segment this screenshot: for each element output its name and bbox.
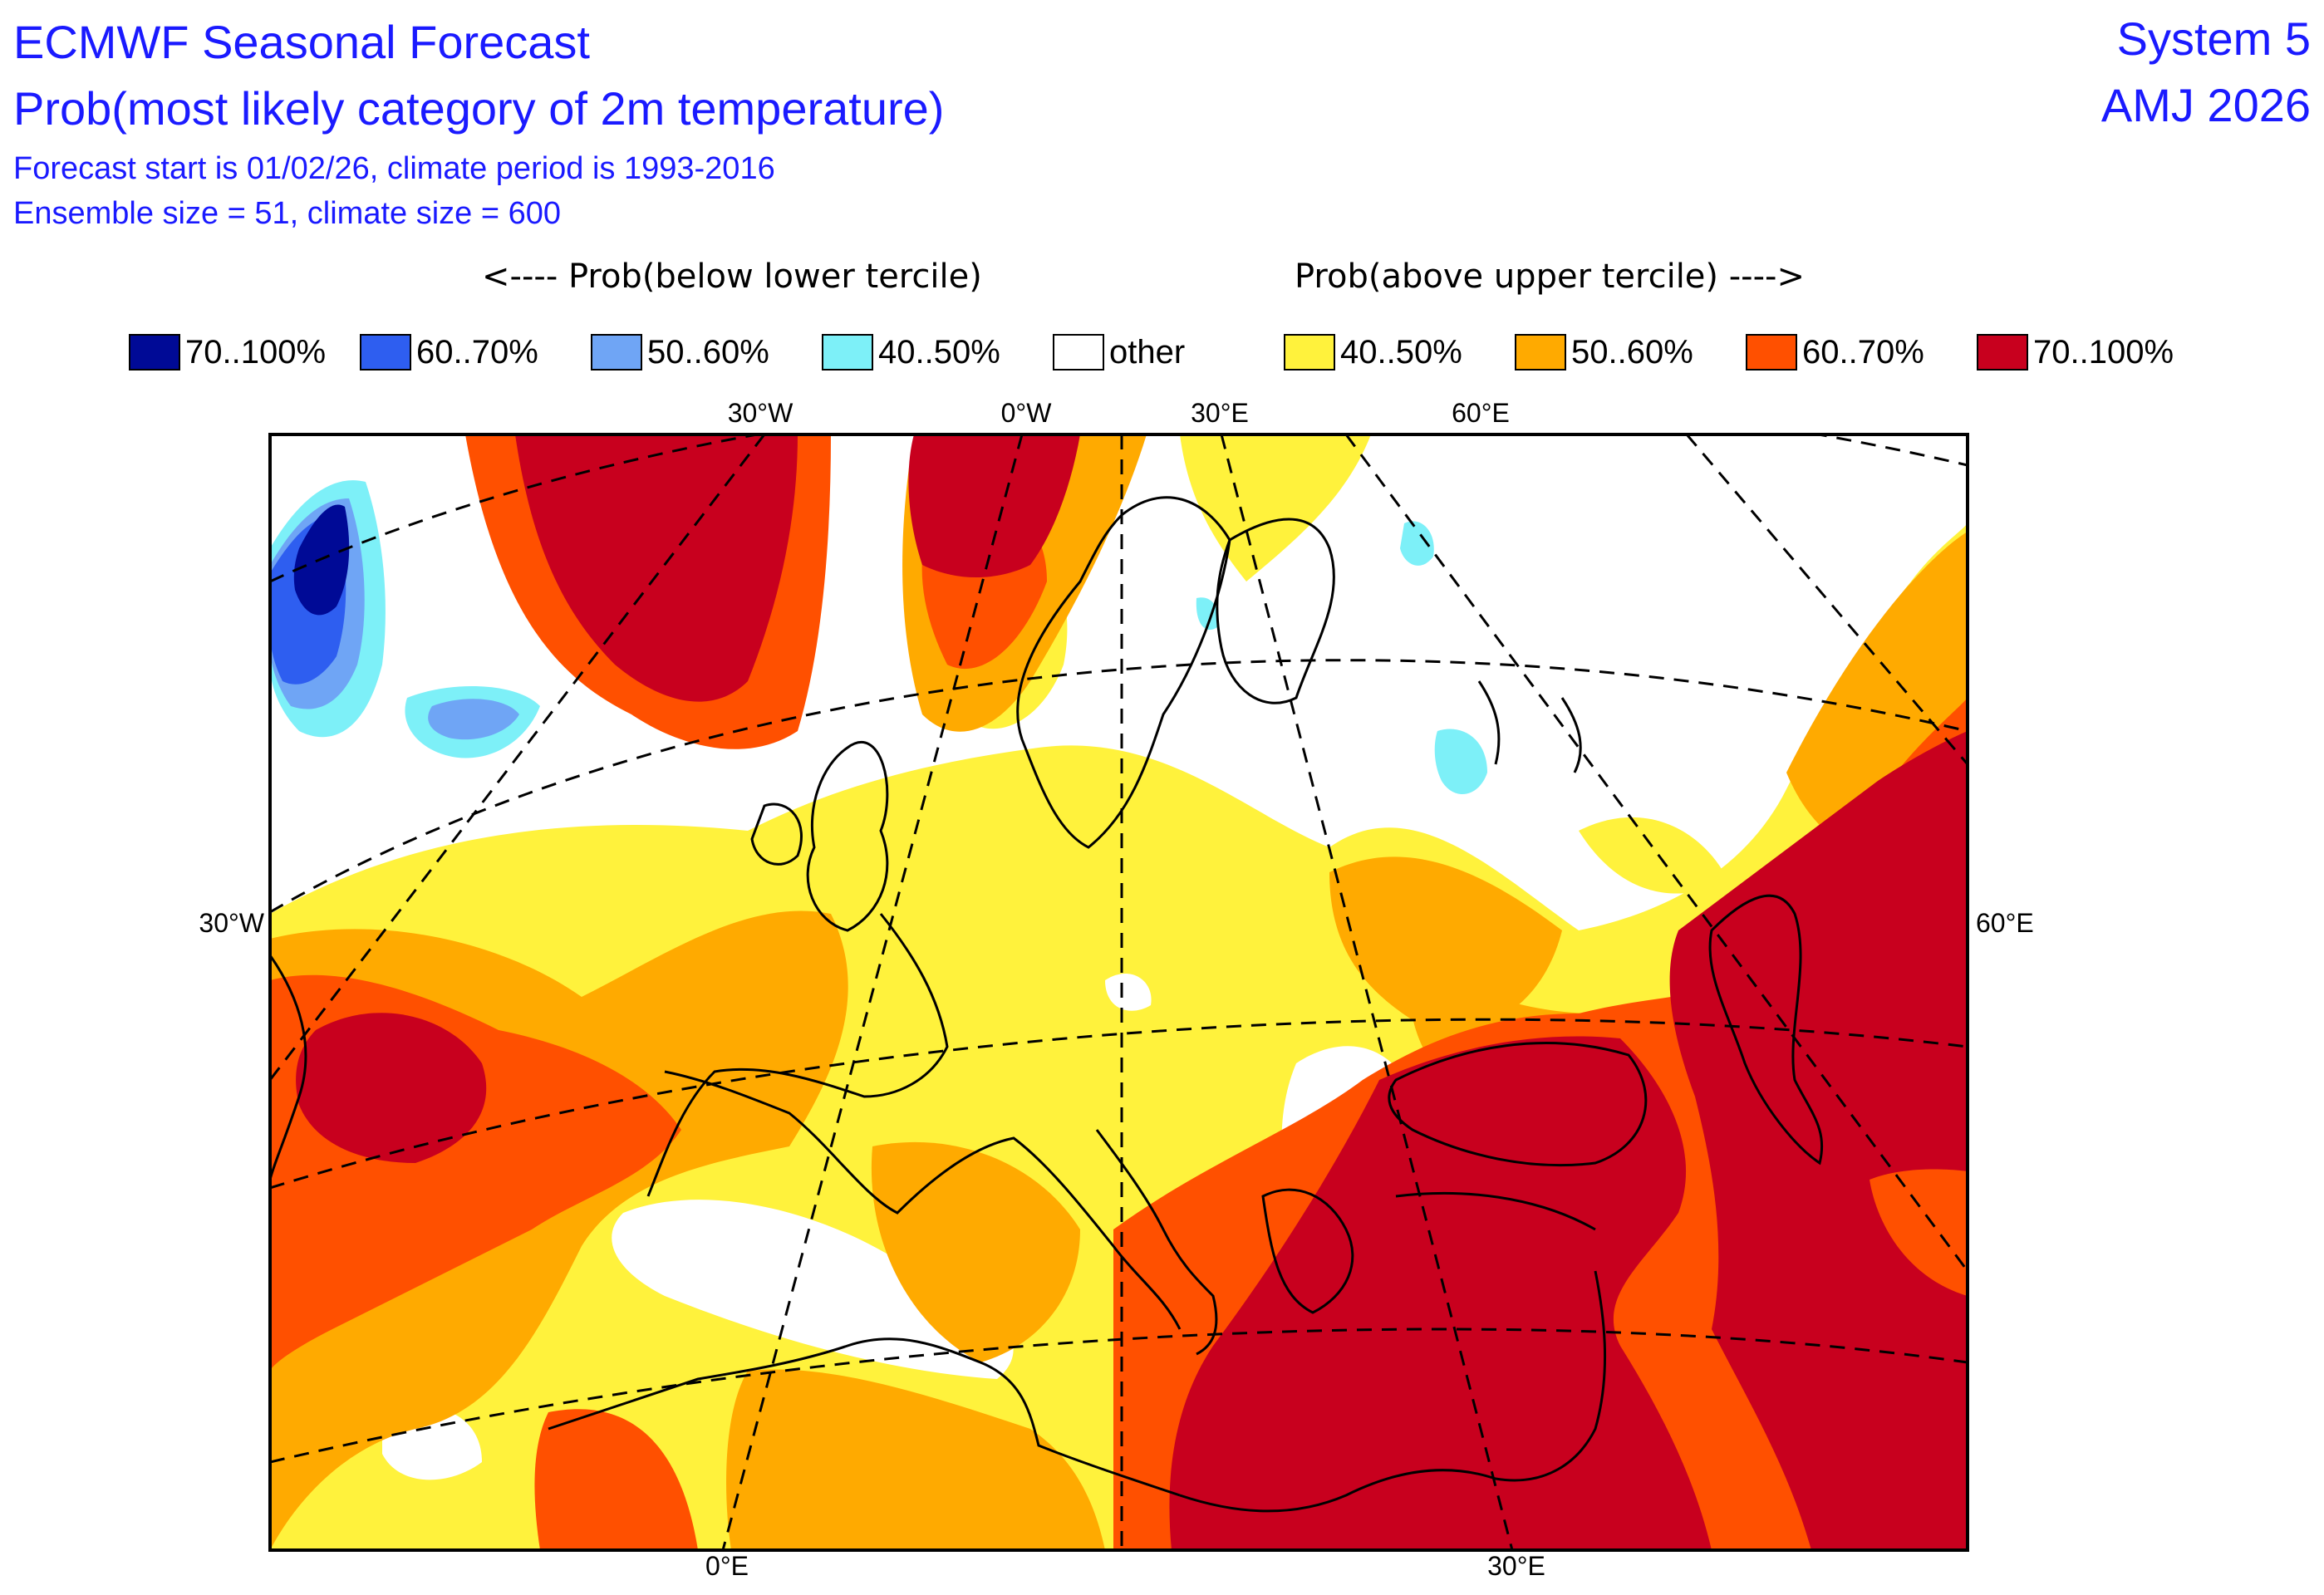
tick-label-right: 60°E [1976,908,2034,938]
legend-swatch [360,334,411,371]
legend-label: 50..60% [1571,333,1693,371]
legend-label: 40..50% [878,333,1000,371]
field-above-60-70 [534,1409,698,1550]
field-below-50-60 [428,699,519,740]
period-label: AMJ 2026 [2100,79,2311,131]
legend-item-below-70-100: 70..100% [129,331,326,374]
field-above-60-70 [1870,1169,1968,1296]
legend-swatch [1977,334,2028,371]
legend-caption-below: <---- Prob(below lower tercile) [482,258,982,296]
tick-label-top: 0°W [1001,398,1053,428]
legend-item-above-40-50: 40..50% [1284,331,1462,374]
field-above-70-100 [908,434,1080,577]
legend-item-above-60-70: 60..70% [1746,331,1924,374]
coastline-italy [1095,1129,1218,1356]
legend-swatch [129,334,180,371]
latitude-line [270,1018,1968,1190]
field-above-70-100 [1669,731,1968,1550]
coastline-greenland-edge [270,955,307,1180]
field-above-40-50 [1579,817,1728,894]
field-above-70-100 [296,1013,487,1163]
field-other [1105,973,1152,1011]
coastline-iberia-med [664,1070,1182,1330]
coastline-north-africa [548,1337,1181,1497]
field-above-50-60 [726,1369,1105,1550]
legend-label: 50..60% [647,333,769,371]
map-frame [268,433,1969,1552]
field-below-40-50 [1196,597,1219,631]
tick-label-bottom: 30°E [1487,1551,1545,1581]
probability-field [270,434,1968,1550]
field-other [612,1200,1014,1379]
legend-label: 60..70% [416,333,538,371]
coastline-novaya-zemlya [1560,697,1582,773]
legend-item-below-50-60: 50..60% [591,331,769,374]
legend-item-above-50-60: 50..60% [1515,331,1693,374]
chart-title: ECMWF Seasonal Forecast [13,16,590,68]
longitude-line [1220,434,1514,1550]
longitude-line [721,434,1024,1550]
tick-label-top: 60°E [1452,398,1510,428]
legend-label: 70..100% [185,333,327,371]
ensemble-info: Ensemble size = 51, climate size = 600 [13,196,562,231]
coastline-anatolia [1395,1191,1596,1231]
legend-item-above-70-100: 70..100% [1977,331,2174,374]
tick-label-bottom: 0°E [705,1551,749,1581]
coastline-britain [806,740,889,932]
legend-item-other: other [1053,331,1185,374]
longitude-line [270,434,766,1081]
legend-caption-above: Prob(above upper tercile) ----> [1295,258,1805,296]
coastline-white-sea [1477,680,1501,765]
field-below-40-50 [1400,521,1434,566]
latitude-line [270,1328,1968,1464]
system-label: System 5 [2116,12,2311,65]
latitude-line [270,659,1968,914]
field-above-50-60 [1329,856,1562,1032]
graticule [270,434,1968,1550]
legend-swatch [1515,334,1566,371]
coastline-south-med [1179,1270,1607,1513]
coastline-ireland [750,802,803,866]
legend-label: other [1109,333,1186,371]
legend-swatch [591,334,642,371]
legend-swatch [1746,334,1797,371]
legend-item-below-40-50: 40..50% [822,331,1000,374]
latitude-line [270,434,1968,583]
legend-swatch [1284,334,1335,371]
field-above-50-60 [871,1141,1080,1362]
coastline-finland [1216,518,1335,704]
chart-subtitle: Prob(most likely category of 2m temperat… [13,82,945,135]
legend-swatch [1053,334,1104,371]
tick-label-top: 30°E [1191,398,1249,428]
field-below-40-50 [1434,729,1487,795]
legend-swatch [822,334,873,371]
coastline-france [646,913,949,1197]
coastline-black-sea [1388,1042,1648,1167]
legend-label: 40..50% [1340,333,1462,371]
forecast-info: Forecast start is 01/02/26, climate peri… [13,151,775,186]
legend-label: 60..70% [1802,333,1924,371]
tick-label-top: 30°W [728,398,794,428]
coastline-caspian [1708,894,1824,1166]
legend-item-below-60-70: 60..70% [360,331,538,374]
field-above-70-100 [515,434,798,702]
longitude-line [1685,434,1968,765]
coastline-greece [1261,1188,1354,1314]
coastlines [270,496,1824,1513]
tick-label-left: 30°W [199,908,264,938]
legend-label: 70..100% [2033,333,2174,371]
